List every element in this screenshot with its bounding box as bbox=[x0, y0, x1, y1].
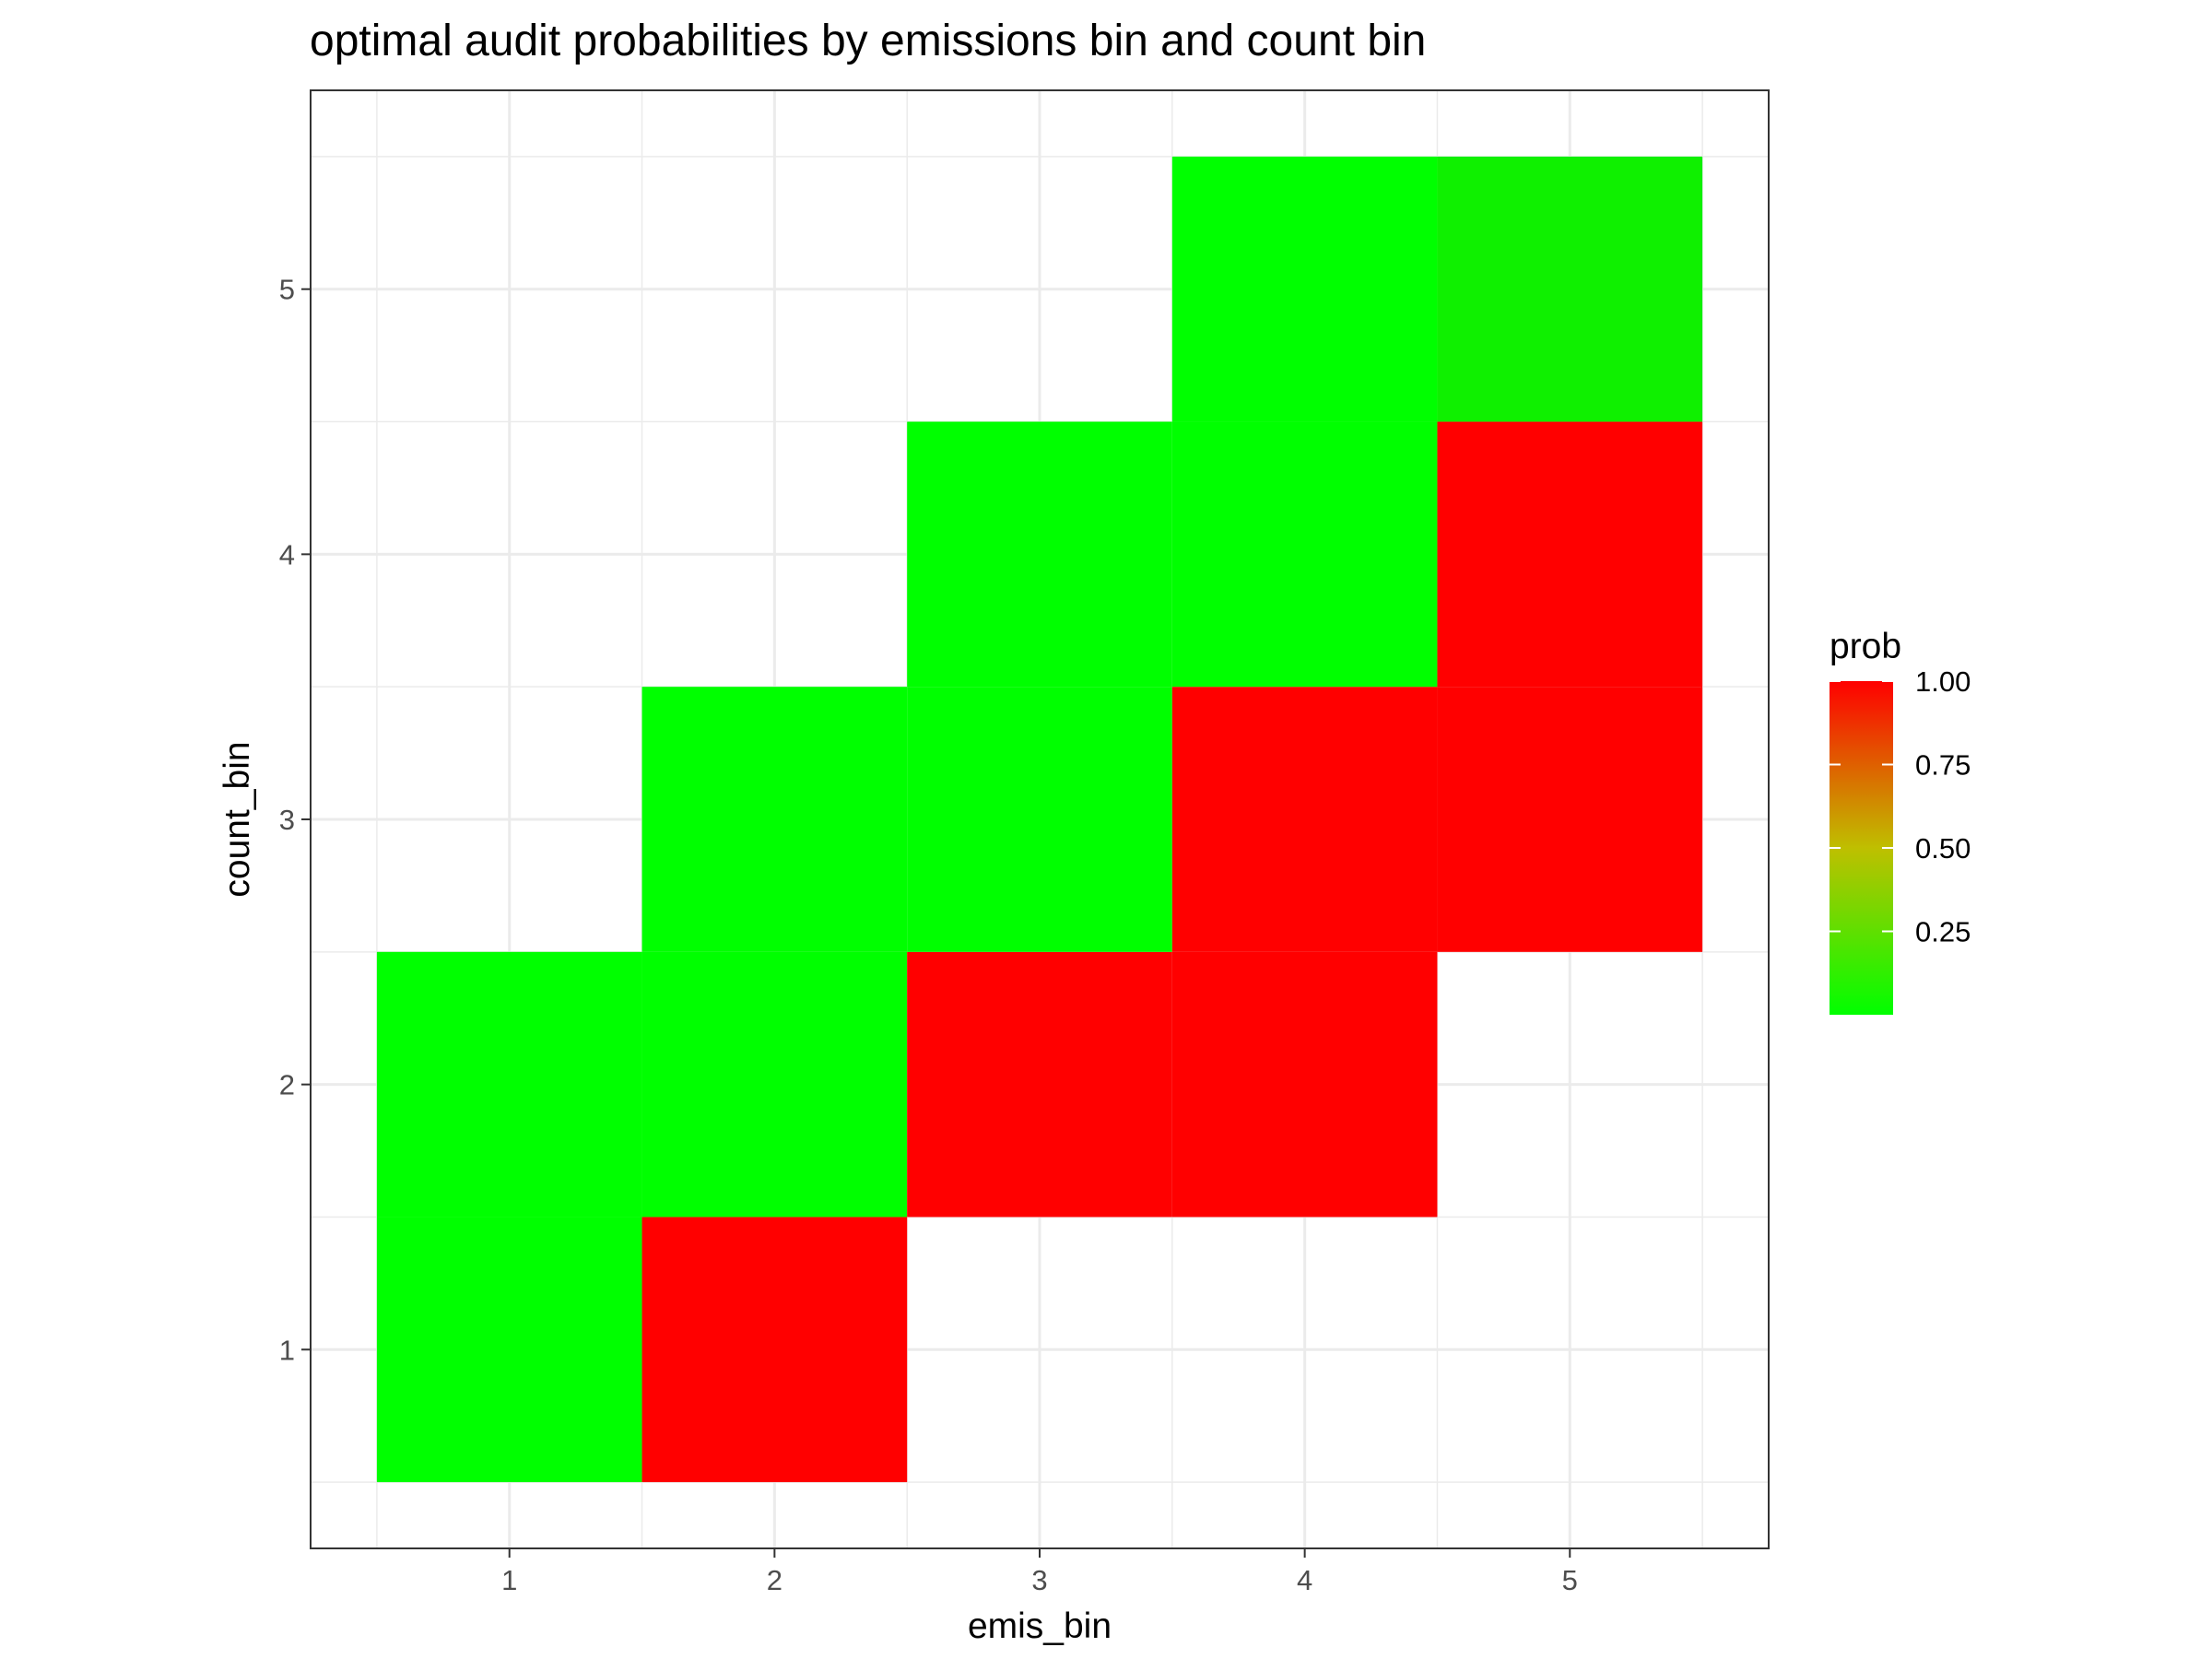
x-tick-label: 2 bbox=[767, 1564, 782, 1596]
color-legend: prob 1.00 0.75 0.50 0.25 bbox=[1830, 627, 1971, 1015]
y-axis-title: count_bin bbox=[218, 741, 257, 897]
x-tick-label: 3 bbox=[1031, 1564, 1047, 1596]
y-axis-ticks: 1 2 3 4 5 bbox=[279, 274, 311, 1366]
x-tick-label: 5 bbox=[1562, 1564, 1578, 1596]
legend-tick-label: 0.75 bbox=[1915, 749, 1971, 782]
heatmap-cell bbox=[376, 951, 642, 1218]
legend-tick-label: 0.50 bbox=[1915, 832, 1971, 865]
heatmap-cell bbox=[1437, 156, 1703, 422]
heatmap-cell bbox=[1437, 421, 1703, 688]
heatmap-cell bbox=[641, 951, 908, 1218]
heatmap-cell bbox=[907, 951, 1172, 1218]
legend-tick-label: 0.25 bbox=[1915, 916, 1971, 948]
heatmap-cell bbox=[376, 1217, 642, 1483]
heatmap-cell bbox=[1171, 687, 1438, 952]
legend-ticks: 1.00 0.75 0.50 0.25 bbox=[1830, 665, 1971, 948]
x-tick-label: 4 bbox=[1297, 1564, 1312, 1596]
x-axis-ticks: 1 2 3 4 5 bbox=[501, 1548, 1578, 1596]
y-tick-label: 4 bbox=[279, 538, 295, 571]
heatmap-cell bbox=[641, 1217, 908, 1483]
chart-title: optimal audit probabilities by emissions… bbox=[310, 17, 1426, 65]
x-axis-title: emis_bin bbox=[968, 1606, 1112, 1646]
y-tick-label: 2 bbox=[279, 1069, 295, 1101]
heatmap-cell bbox=[907, 421, 1172, 688]
heatmap-cell bbox=[1171, 421, 1438, 688]
heatmap-cell bbox=[1171, 156, 1438, 422]
legend-title: prob bbox=[1830, 627, 1901, 666]
legend-tick-label: 1.00 bbox=[1915, 665, 1971, 698]
y-tick-label: 5 bbox=[279, 274, 295, 306]
heatmap-cell bbox=[1171, 951, 1438, 1218]
heatmap-cell bbox=[907, 687, 1172, 952]
heatmap-cells bbox=[376, 156, 1703, 1483]
heatmap-cell bbox=[641, 687, 908, 952]
heatmap-cell bbox=[1437, 687, 1703, 952]
y-tick-label: 1 bbox=[279, 1334, 295, 1366]
y-tick-label: 3 bbox=[279, 804, 295, 836]
x-tick-label: 1 bbox=[501, 1564, 517, 1596]
